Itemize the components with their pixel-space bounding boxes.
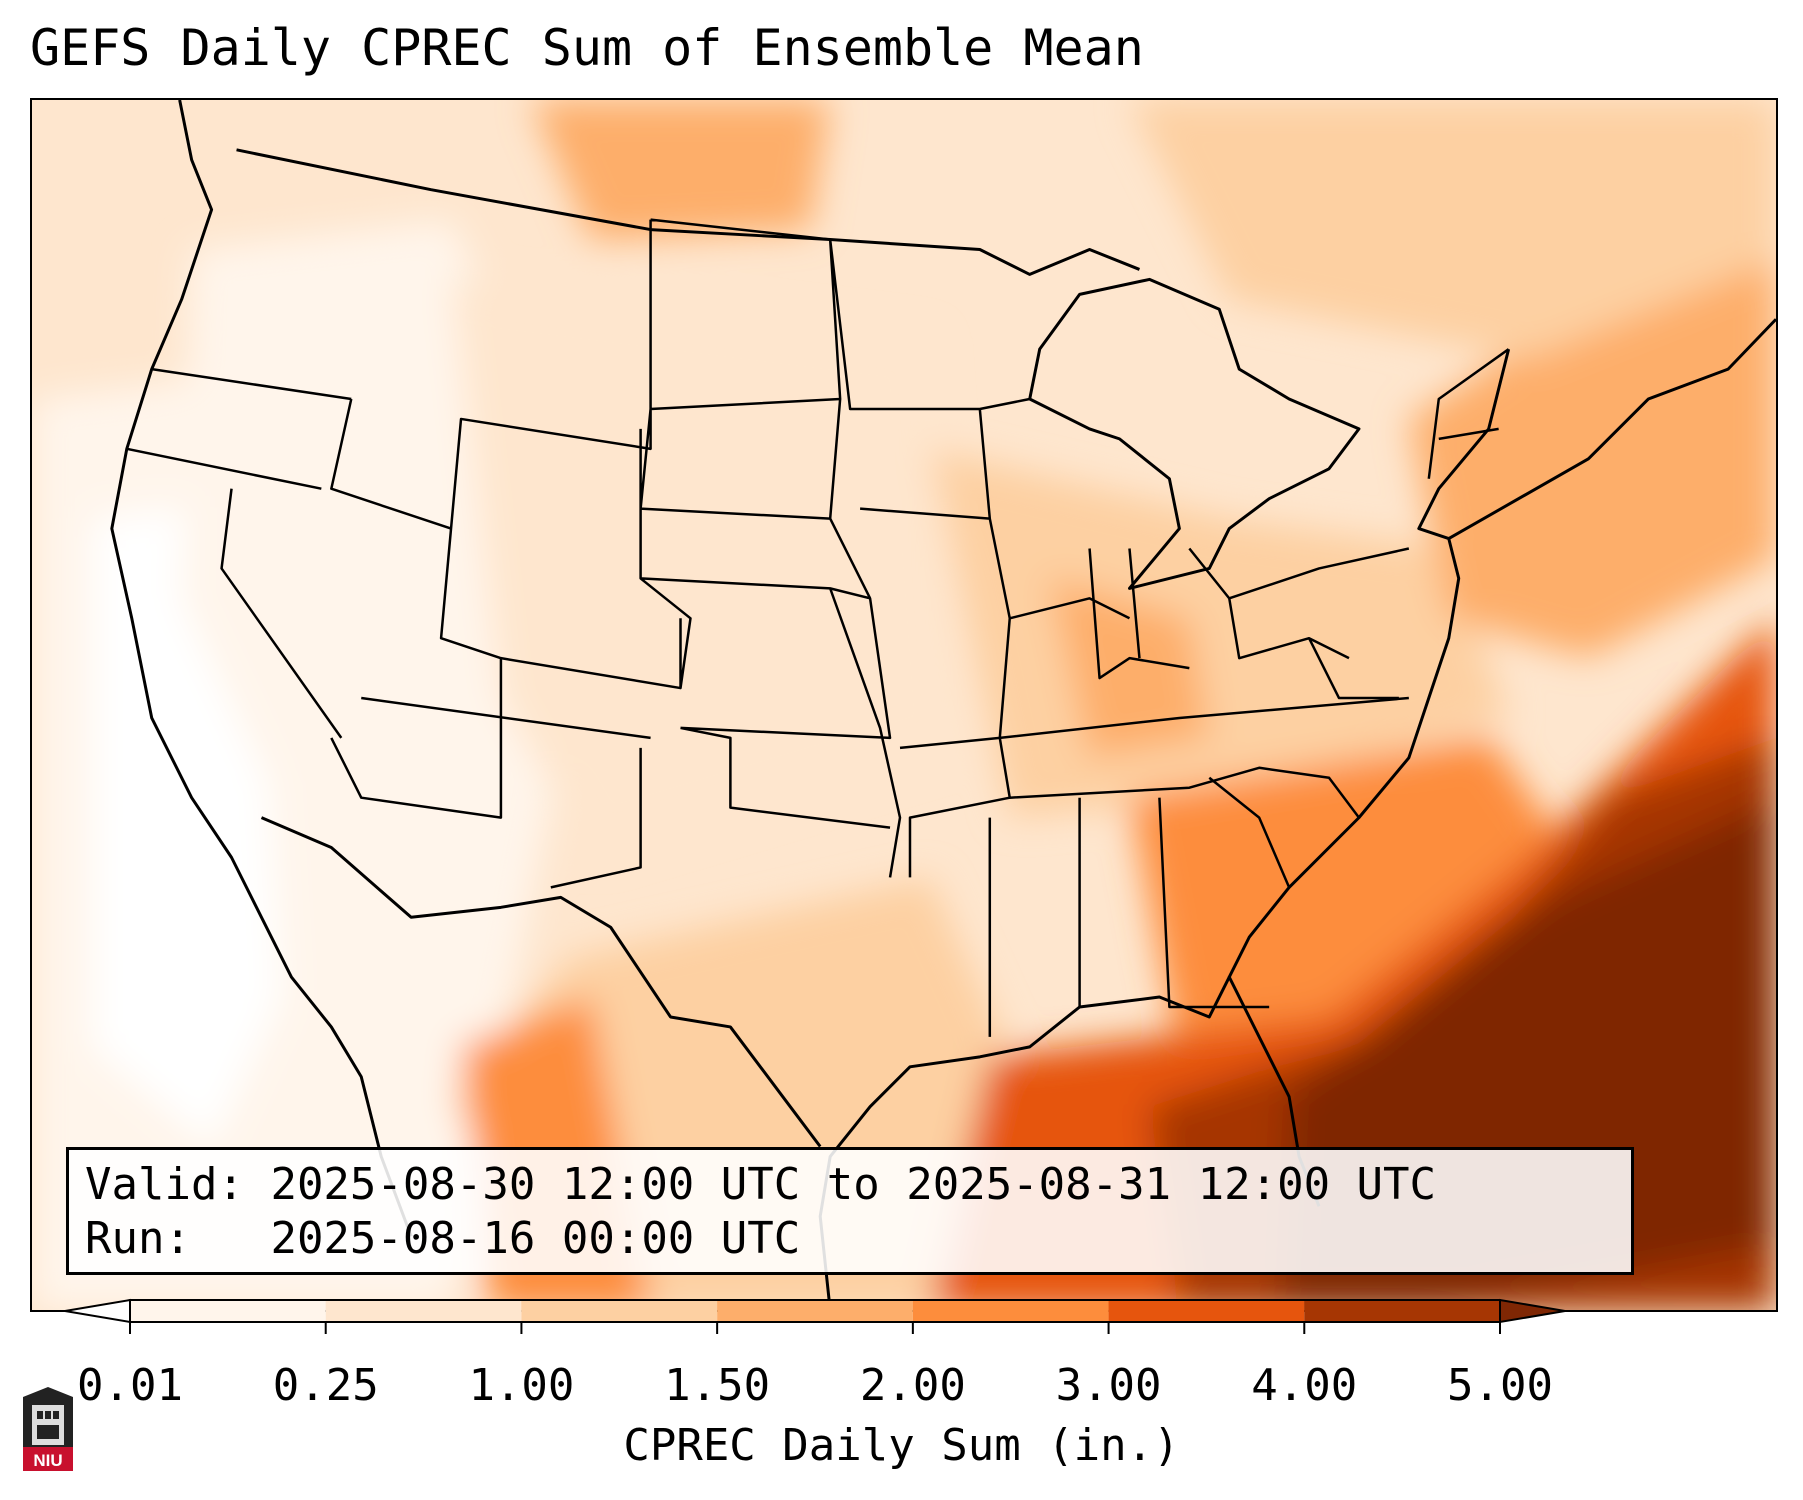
run-row: Run: 2025-08-16 00:00 UTC bbox=[85, 1212, 1615, 1266]
colorbar-tick-label: 4.00 bbox=[1251, 1360, 1358, 1411]
validity-info-box: Valid: 2025-08-30 12:00 UTC to 2025-08-3… bbox=[66, 1147, 1634, 1275]
colorbar-tick-label: 1.50 bbox=[664, 1360, 771, 1411]
boundary-lines bbox=[110, 100, 1776, 1310]
colorbar bbox=[64, 1298, 1566, 1334]
state-lines bbox=[126, 218, 1510, 1037]
run-label: Run: bbox=[85, 1213, 191, 1264]
colorbar-segment bbox=[717, 1300, 913, 1322]
colorbar-under-extension bbox=[64, 1298, 131, 1324]
valid-value: 2025-08-30 12:00 UTC to 2025-08-31 12:00… bbox=[270, 1159, 1437, 1210]
colorbar-segment bbox=[912, 1300, 1109, 1322]
valid-row: Valid: 2025-08-30 12:00 UTC to 2025-08-3… bbox=[85, 1158, 1615, 1212]
us-west-coastline bbox=[110, 100, 413, 1237]
niu-logo-icon: NIU bbox=[23, 1387, 73, 1471]
colorbar-segment bbox=[1108, 1300, 1305, 1322]
great-lakes bbox=[1028, 277, 1361, 590]
colorbar-segment bbox=[521, 1300, 718, 1322]
niu-logo-text: NIU bbox=[33, 1451, 62, 1470]
colorbar-label: CPREC Daily Sum (in.) bbox=[623, 1420, 1180, 1471]
colorbar-tick-label: 0.01 bbox=[77, 1360, 183, 1411]
colorbar-segment bbox=[325, 1300, 522, 1322]
colorbar-tick-label: 0.25 bbox=[272, 1360, 379, 1411]
precip-field bbox=[32, 100, 1776, 1310]
us-canada-border bbox=[236, 148, 1141, 276]
colorbar-over-extension bbox=[1499, 1298, 1566, 1324]
colorbar-tick-label: 2.00 bbox=[859, 1360, 966, 1411]
precip-map bbox=[30, 98, 1778, 1312]
run-value: 2025-08-16 00:00 UTC bbox=[270, 1213, 801, 1264]
us-mexico-border bbox=[260, 816, 822, 1148]
colorbar-tick-label: 5.00 bbox=[1447, 1360, 1553, 1411]
colorbar-segment bbox=[130, 1300, 326, 1322]
precip-map-canvas bbox=[32, 100, 1776, 1310]
colorbar-tick-label: 1.00 bbox=[468, 1360, 575, 1411]
map-title: GEFS Daily CPREC Sum of Ensemble Mean bbox=[30, 19, 1144, 77]
colorbar-outline bbox=[129, 1299, 1501, 1323]
colorbar-tick-label: 3.00 bbox=[1055, 1360, 1162, 1411]
colorbar-segment bbox=[1304, 1300, 1500, 1322]
valid-label: Valid: bbox=[85, 1159, 244, 1210]
